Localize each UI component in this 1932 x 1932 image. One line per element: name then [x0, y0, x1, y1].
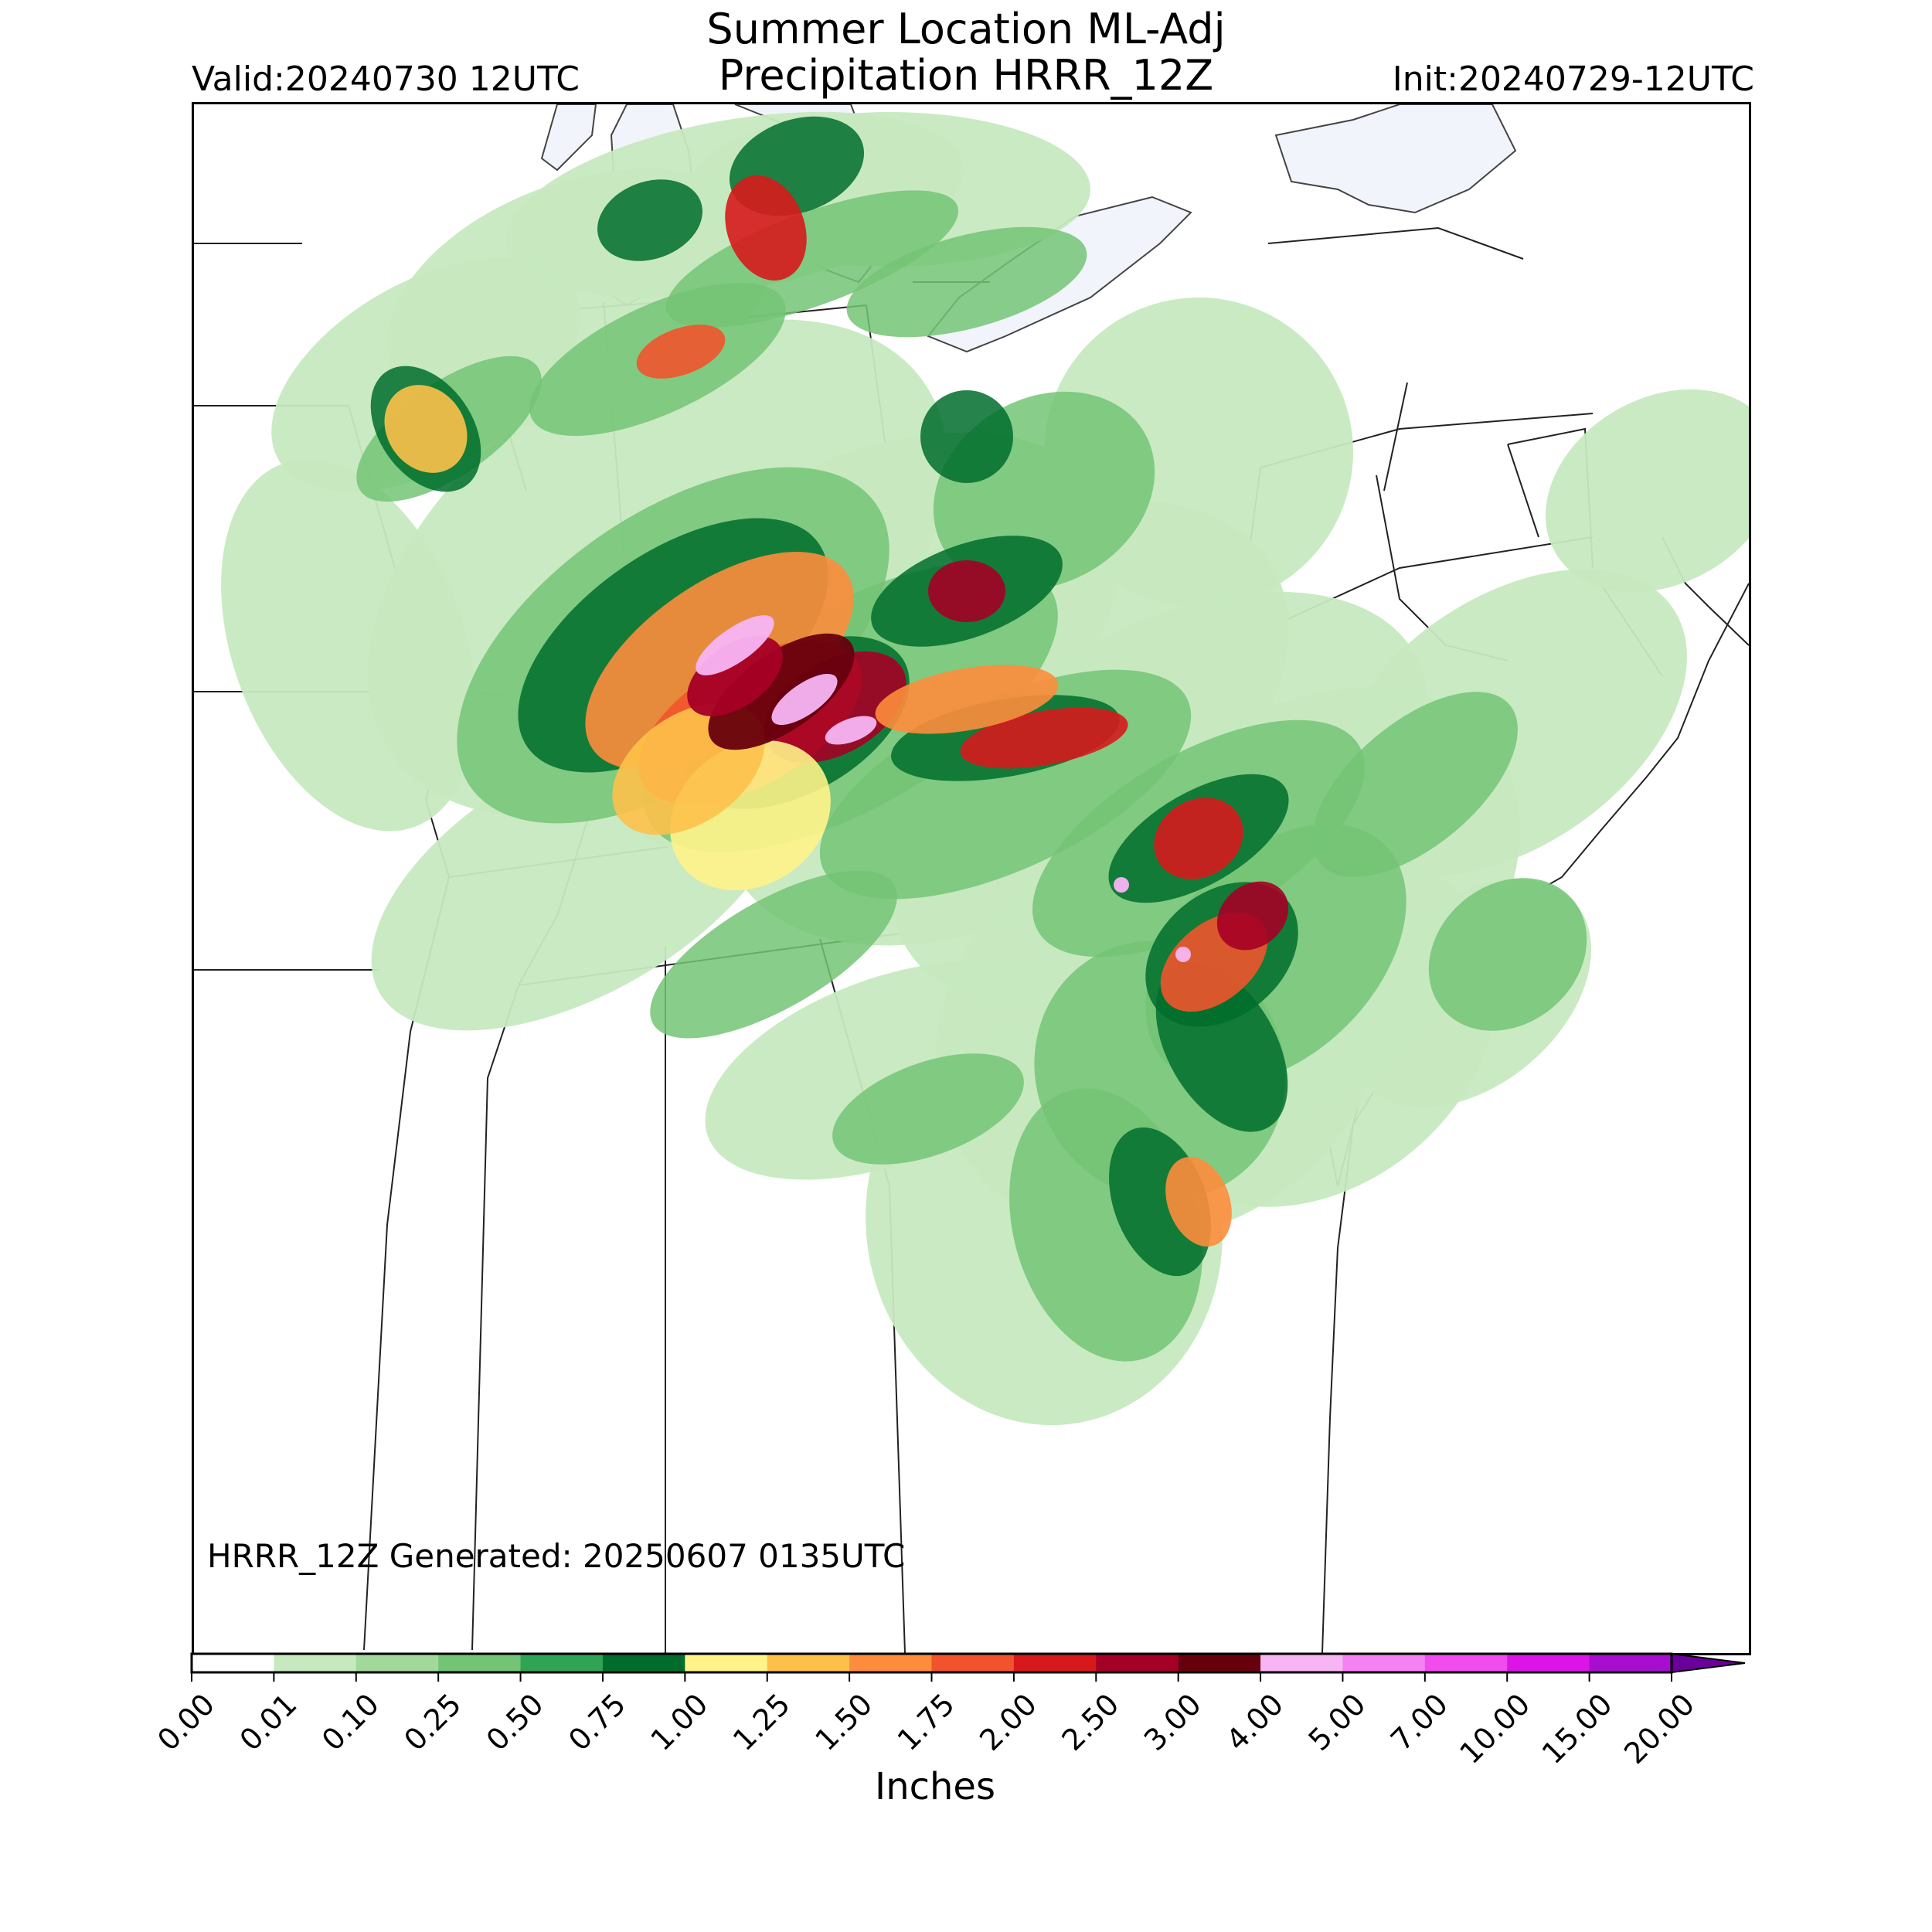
- colorbar-swatch: [1507, 1654, 1590, 1672]
- precip-cell: [708, 633, 855, 750]
- colorbar-tick-label: 0.00: [151, 1687, 221, 1757]
- colorbar-tick-label: 3.00: [1138, 1687, 1208, 1757]
- precip-cell: [832, 1053, 1024, 1165]
- precip-cell: [771, 673, 838, 726]
- colorbar-extend-arrow: [1671, 1652, 1746, 1674]
- colorbar-tick-label: 7.00: [1384, 1687, 1454, 1757]
- init-time-label: Init:20240729-12UTC: [1392, 60, 1754, 99]
- colorbar-swatch: [1260, 1654, 1343, 1672]
- colorbar-swatch: [1013, 1654, 1097, 1672]
- precip-cell: [1546, 389, 1749, 593]
- colorbar-tick-label: 2.50: [1056, 1687, 1126, 1757]
- colorbar-tick-label: 20.00: [1617, 1687, 1701, 1770]
- colorbar-swatch: [355, 1654, 439, 1672]
- colorbar-tick-label: 5.00: [1302, 1687, 1372, 1757]
- colorbar-tick-label: 1.50: [808, 1687, 879, 1757]
- colorbar-tick-label: 1.00: [645, 1687, 715, 1757]
- precip-cell: [960, 707, 1128, 769]
- colorbar-swatch: [685, 1654, 768, 1672]
- map-title-line2: Precipitation HRRR_12Z: [718, 51, 1214, 100]
- colorbar-tick-label: 0.01: [233, 1687, 304, 1757]
- colorbar-units-label: Inches: [875, 1765, 995, 1808]
- colorbar-swatch: [192, 1654, 274, 1672]
- precipitation-field: [221, 111, 1749, 1426]
- colorbar-swatch: [849, 1654, 932, 1672]
- colorbar-swatch: [520, 1654, 604, 1672]
- valid-time-label: Valid:20240730 12UTC: [192, 60, 580, 99]
- precip-cell: [1216, 881, 1289, 951]
- precip-cell: [650, 870, 897, 1039]
- colorbar-swatch: [602, 1654, 685, 1672]
- precip-cell: [636, 325, 726, 379]
- colorbar-swatch: [1424, 1654, 1508, 1672]
- precip-cell: [825, 716, 877, 745]
- map-title-line1: Summer Location ML-Adj: [706, 5, 1226, 53]
- precip-cell: [597, 179, 702, 261]
- colorbar-tick-label: 10.00: [1453, 1687, 1536, 1770]
- precip-cell: [1165, 1156, 1232, 1247]
- colorbar-tick-label: 15.00: [1536, 1687, 1619, 1770]
- precip-cell: [725, 175, 807, 281]
- colorbar-ticks: 0.00 0.01 0.10 0.25 0.50 0.75 1.00 1.25 1.50 1.75…: [151, 1672, 1701, 1770]
- precip-cell: [665, 190, 959, 328]
- colorbar-swatch: [438, 1654, 522, 1672]
- precip-cell: [1114, 877, 1129, 893]
- precip-cell: [1175, 947, 1191, 962]
- colorbar-outline: [190, 1652, 1673, 1674]
- precip-cell: [846, 226, 1087, 338]
- generated-label: HRRR_12Z Generated: 20250607 0135UTC: [207, 1537, 906, 1575]
- precip-cell: [920, 390, 1013, 483]
- colorbar-tick-label: 0.10: [315, 1687, 386, 1757]
- colorbar-tick-label: 2.00: [973, 1687, 1043, 1757]
- colorbar-swatches: [190, 1652, 1746, 1674]
- colorbar-tick-label: 1.25: [726, 1687, 797, 1757]
- colorbar-tick-label: 0.75: [562, 1687, 632, 1757]
- colorbar-swatch: [1342, 1654, 1426, 1672]
- precip-cell: [928, 560, 1005, 622]
- colorbar-tick-label: 0.25: [397, 1687, 468, 1757]
- precip-cell: [1154, 798, 1243, 879]
- colorbar-swatch: [274, 1654, 357, 1672]
- lake-superior: [540, 104, 597, 172]
- colorbar-swatch: [1589, 1654, 1672, 1672]
- colorbar-swatch: [767, 1654, 850, 1672]
- precip-cell: [384, 385, 468, 473]
- colorbar-tick-label: 0.50: [480, 1687, 550, 1757]
- lake-ontario: [1274, 104, 1517, 214]
- colorbar-swatch: [1178, 1654, 1261, 1672]
- colorbar-tick-label: 1.75: [891, 1687, 961, 1757]
- colorbar-tick-label: 4.00: [1219, 1687, 1290, 1757]
- precip-cell: [1312, 692, 1518, 877]
- precip-cell: [875, 665, 1059, 734]
- map-canvas: [194, 104, 1749, 1653]
- precip-cell: [1428, 878, 1587, 1031]
- colorbar-swatch: [1096, 1654, 1179, 1672]
- precip-cell: [696, 615, 774, 675]
- precipitation-map: [192, 102, 1751, 1655]
- colorbar-swatch: [931, 1654, 1015, 1672]
- precip-cell: [221, 459, 476, 832]
